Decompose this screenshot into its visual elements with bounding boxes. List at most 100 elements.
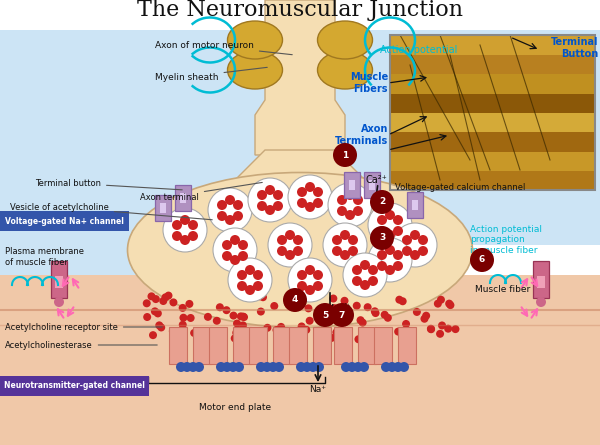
Circle shape bbox=[254, 331, 262, 339]
Circle shape bbox=[368, 238, 412, 282]
Circle shape bbox=[323, 223, 367, 267]
Circle shape bbox=[277, 246, 287, 256]
Circle shape bbox=[399, 362, 409, 372]
Circle shape bbox=[256, 362, 266, 372]
Circle shape bbox=[353, 206, 363, 216]
Circle shape bbox=[446, 301, 454, 309]
Circle shape bbox=[395, 295, 403, 303]
Bar bbox=[390, 169, 595, 190]
Circle shape bbox=[180, 235, 190, 245]
Circle shape bbox=[157, 324, 165, 332]
Circle shape bbox=[347, 362, 357, 372]
Circle shape bbox=[172, 220, 182, 230]
Circle shape bbox=[272, 326, 280, 334]
Circle shape bbox=[314, 362, 324, 372]
Circle shape bbox=[337, 195, 347, 205]
Circle shape bbox=[352, 276, 362, 286]
Text: Na⁺: Na⁺ bbox=[310, 385, 326, 395]
Bar bbox=[390, 111, 595, 132]
Circle shape bbox=[176, 362, 186, 372]
Circle shape bbox=[410, 250, 420, 260]
Circle shape bbox=[285, 230, 295, 240]
Circle shape bbox=[437, 296, 445, 304]
Circle shape bbox=[353, 362, 363, 372]
Circle shape bbox=[370, 226, 394, 250]
Circle shape bbox=[179, 314, 187, 322]
Text: Acetylcholinesterase: Acetylcholinesterase bbox=[5, 340, 157, 349]
Circle shape bbox=[393, 215, 403, 225]
Text: The Neuromuscular Junction: The Neuromuscular Junction bbox=[137, 0, 463, 21]
Circle shape bbox=[353, 302, 361, 310]
Circle shape bbox=[234, 362, 244, 372]
Circle shape bbox=[222, 240, 232, 250]
Circle shape bbox=[154, 309, 162, 317]
FancyBboxPatch shape bbox=[374, 327, 392, 364]
Circle shape bbox=[393, 226, 403, 236]
Circle shape bbox=[237, 312, 245, 320]
Circle shape bbox=[331, 304, 338, 312]
Circle shape bbox=[385, 230, 395, 240]
Circle shape bbox=[213, 332, 221, 340]
Circle shape bbox=[377, 215, 387, 225]
FancyBboxPatch shape bbox=[289, 327, 307, 364]
Circle shape bbox=[268, 223, 312, 267]
Bar bbox=[55, 276, 63, 288]
Circle shape bbox=[418, 246, 428, 256]
Circle shape bbox=[371, 309, 380, 317]
Circle shape bbox=[239, 312, 247, 320]
Circle shape bbox=[333, 143, 357, 167]
FancyBboxPatch shape bbox=[249, 327, 267, 364]
Circle shape bbox=[308, 362, 318, 372]
Circle shape bbox=[328, 334, 335, 342]
Circle shape bbox=[163, 208, 207, 252]
Text: Terminal button: Terminal button bbox=[35, 178, 182, 190]
Circle shape bbox=[332, 328, 340, 336]
Text: 7: 7 bbox=[339, 311, 345, 320]
Circle shape bbox=[384, 327, 392, 335]
Circle shape bbox=[277, 323, 285, 331]
Circle shape bbox=[257, 190, 267, 200]
Circle shape bbox=[268, 362, 278, 372]
Circle shape bbox=[418, 235, 428, 245]
Text: Vesicle of acetylcholine: Vesicle of acetylcholine bbox=[10, 202, 212, 220]
Circle shape bbox=[213, 228, 257, 272]
Circle shape bbox=[305, 202, 315, 212]
Circle shape bbox=[188, 220, 198, 230]
FancyBboxPatch shape bbox=[364, 172, 380, 198]
Circle shape bbox=[344, 328, 352, 336]
Circle shape bbox=[451, 325, 460, 333]
Bar bbox=[369, 180, 375, 190]
Ellipse shape bbox=[317, 51, 373, 89]
Circle shape bbox=[296, 362, 306, 372]
Circle shape bbox=[398, 297, 407, 305]
Bar bbox=[390, 131, 595, 152]
Circle shape bbox=[288, 175, 332, 219]
Circle shape bbox=[364, 303, 371, 311]
Circle shape bbox=[253, 270, 263, 280]
Circle shape bbox=[237, 281, 247, 291]
Circle shape bbox=[393, 362, 403, 372]
FancyBboxPatch shape bbox=[155, 195, 171, 221]
Text: Axon terminal: Axon terminal bbox=[140, 182, 262, 202]
Bar bbox=[160, 203, 166, 213]
Circle shape bbox=[216, 362, 226, 372]
Circle shape bbox=[256, 292, 263, 300]
Circle shape bbox=[284, 301, 293, 309]
Circle shape bbox=[305, 182, 315, 192]
Bar bbox=[0, 30, 400, 315]
Circle shape bbox=[394, 328, 402, 336]
Circle shape bbox=[230, 235, 240, 245]
Circle shape bbox=[341, 362, 351, 372]
Bar bbox=[0, 0, 600, 30]
Circle shape bbox=[164, 291, 172, 299]
Circle shape bbox=[421, 315, 428, 323]
Text: 4: 4 bbox=[292, 295, 298, 304]
Circle shape bbox=[384, 314, 392, 322]
Circle shape bbox=[232, 329, 240, 337]
Circle shape bbox=[444, 325, 452, 333]
FancyBboxPatch shape bbox=[51, 261, 67, 298]
Text: 6: 6 bbox=[479, 255, 485, 264]
Circle shape bbox=[368, 265, 378, 275]
Bar bbox=[390, 92, 595, 113]
Circle shape bbox=[422, 312, 430, 320]
